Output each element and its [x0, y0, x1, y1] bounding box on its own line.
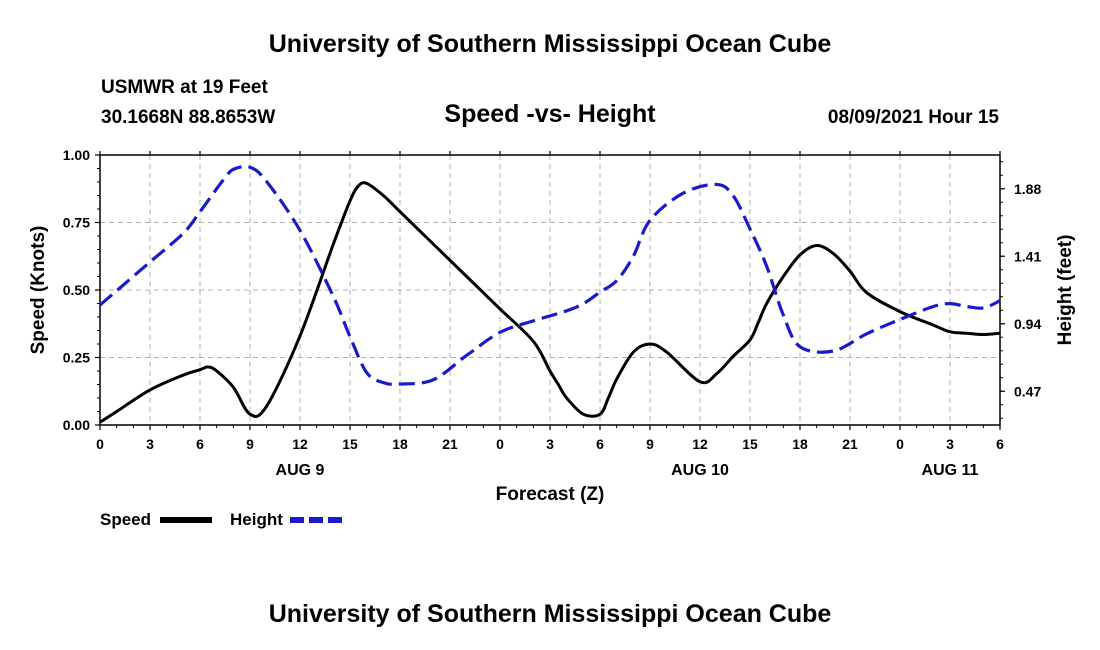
x-axis-tick-label: 0: [496, 436, 504, 452]
left-axis-tick-label: 1.00: [63, 147, 90, 163]
x-axis-tick-label: 0: [896, 436, 904, 452]
chart-subtitle: Speed -vs- Height: [444, 100, 656, 128]
x-axis-tick-label: 9: [246, 436, 254, 452]
legend: Speed Height: [100, 510, 342, 529]
footer-title: University of Southern Mississippi Ocean…: [268, 600, 832, 628]
chart-title: University of Southern Mississippi Ocean…: [268, 30, 832, 58]
x-axis-tick-label: 12: [692, 436, 708, 452]
station-label: USMWR at 19 Feet: [101, 77, 268, 98]
left-axis-tick-label: 0.25: [63, 350, 90, 366]
forecast-datetime: 08/09/2021 Hour 15: [827, 107, 999, 128]
x-axis-tick-label: 3: [546, 436, 554, 452]
left-axis-tick-label: 0.75: [63, 215, 90, 231]
series-group: [98, 164, 1001, 424]
legend-height-label: Height: [230, 510, 283, 529]
right-axis-label: Height (feet): [1055, 235, 1076, 346]
station-coordinates: 30.1668N 88.8653W: [101, 107, 276, 128]
height-series-line: [98, 164, 1001, 386]
legend-speed-label: Speed: [100, 510, 151, 529]
x-axis-tick-label: 18: [392, 436, 408, 452]
right-axis-tick-label: 0.94: [1014, 316, 1041, 332]
left-axis-tick-label: 0.00: [63, 417, 90, 433]
x-axis-day-label: AUG 9: [276, 462, 325, 479]
x-axis-tick-label: 12: [292, 436, 308, 452]
x-axis-day-label: AUG 10: [671, 462, 729, 479]
grid: [100, 155, 1000, 425]
x-axis-tick-label: 18: [792, 436, 808, 452]
x-axis-tick-label: 15: [742, 436, 758, 452]
x-axis-tick-label: 21: [442, 436, 458, 452]
x-axis-tick-label: 6: [996, 436, 1004, 452]
left-axis-label: Speed (Knots): [28, 226, 49, 355]
right-axis-tick-label: 1.41: [1014, 248, 1041, 264]
right-axis-tick-label: 0.47: [1014, 383, 1041, 399]
x-axis-tick-label: 21: [842, 436, 858, 452]
right-axis-tick-label: 1.88: [1014, 181, 1041, 197]
speed-series-line: [99, 181, 1001, 424]
x-axis-tick-label: 0: [96, 436, 104, 452]
right-axis: 0.47 0.94 1.41 1.88: [1000, 161, 1041, 419]
x-axis-tick-label: 6: [596, 436, 604, 452]
x-axis-tick-label: 15: [342, 436, 358, 452]
x-axis-tick-label: 9: [646, 436, 654, 452]
x-axis: 0 3 6 9 12 15 18 21 0 3 6 9 12 15 18 21 0 3 6 AUG 9 AUG 10 AU…: [96, 151, 1004, 479]
left-axis: 0.00 0.25 0.50 0.75 1.00: [63, 147, 100, 433]
x-axis-label: Forecast (Z): [496, 484, 605, 505]
x-axis-tick-label: 6: [196, 436, 204, 452]
x-axis-tick-label: 3: [146, 436, 154, 452]
left-axis-tick-label: 0.50: [63, 282, 90, 298]
x-axis-tick-label: 3: [946, 436, 954, 452]
x-axis-day-label: AUG 11: [922, 462, 979, 479]
